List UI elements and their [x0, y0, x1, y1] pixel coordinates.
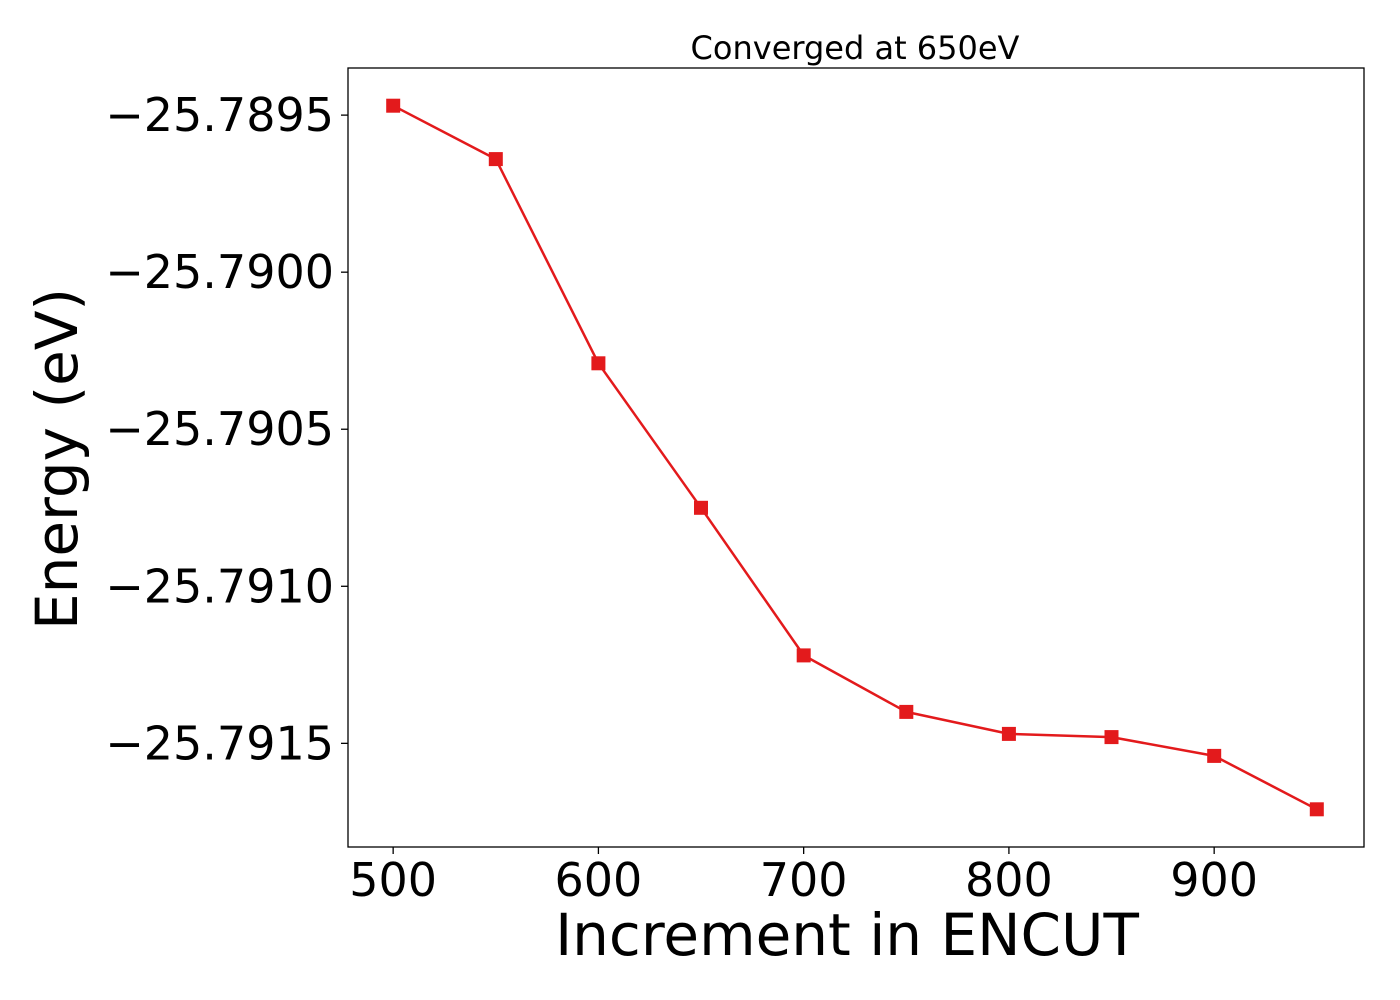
- series-line: [392, 104, 1318, 811]
- x-tick-label: 500: [349, 853, 437, 907]
- y-tick-label: −25.7910: [105, 559, 334, 613]
- y-axis-label: Energy (eV): [23, 288, 91, 630]
- y-tick-label: −25.7900: [105, 245, 334, 299]
- data-point: [1207, 748, 1222, 763]
- data-point: [386, 98, 401, 113]
- plot-marks: [386, 98, 1324, 817]
- data-point: [591, 356, 606, 371]
- data-point: [488, 152, 503, 167]
- data-point: [796, 648, 811, 663]
- y-axis: −25.7895 −25.7900 −25.7905 −25.7910 −25.7915: [105, 88, 348, 770]
- data-point: [694, 500, 708, 515]
- data-point: [1001, 726, 1016, 741]
- y-tick-label: −25.7905: [105, 402, 334, 456]
- x-tick-label: 600: [555, 853, 643, 907]
- data-point: [899, 704, 914, 719]
- plot-frame: [347, 67, 1365, 848]
- y-tick-label: −25.7915: [105, 716, 334, 770]
- x-tick-label: 900: [1170, 853, 1258, 907]
- data-point: [1104, 730, 1119, 745]
- data-point: [1309, 802, 1324, 817]
- x-axis: 500 600 700 800 900: [349, 847, 1258, 907]
- chart-title: Converged at 650eV: [691, 29, 1020, 67]
- x-tick-label: 800: [965, 853, 1053, 907]
- x-axis-label: Increment in ENCUT: [555, 901, 1139, 969]
- x-tick-label: 700: [760, 853, 848, 907]
- y-tick-label: −25.7895: [105, 88, 334, 142]
